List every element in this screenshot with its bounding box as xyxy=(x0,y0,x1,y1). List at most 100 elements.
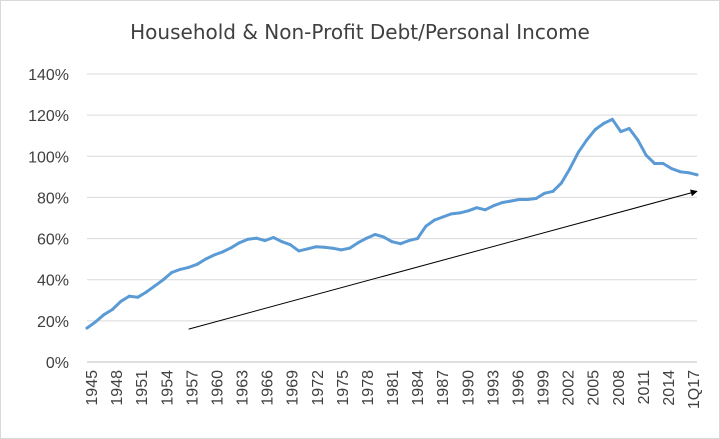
data-point xyxy=(543,191,546,195)
data-point xyxy=(602,121,606,125)
data-point xyxy=(178,267,182,271)
y-tick-label: 140% xyxy=(28,67,69,84)
x-tick-label: 1972 xyxy=(310,370,327,406)
data-point xyxy=(670,167,674,171)
data-point xyxy=(93,320,97,324)
data-point xyxy=(119,299,123,303)
x-tick-label: 1954 xyxy=(159,370,176,406)
data-point xyxy=(695,173,699,177)
data-point xyxy=(263,239,267,243)
x-tick-label: 1993 xyxy=(485,370,502,406)
data-point xyxy=(492,204,496,208)
x-tick-label: 1Q17 xyxy=(686,370,703,409)
x-tick-label: 1981 xyxy=(385,370,402,406)
data-point xyxy=(246,237,250,241)
x-tick-label: 1984 xyxy=(410,370,427,406)
x-tick-label: 1963 xyxy=(235,370,252,406)
chart-title: Household & Non-Profit Debt/Personal Inc… xyxy=(130,20,590,44)
data-point xyxy=(221,250,225,254)
grid-lines xyxy=(87,73,697,322)
x-tick-label: 2011 xyxy=(636,370,653,405)
data-point xyxy=(483,208,487,212)
x-tick-label: 1975 xyxy=(335,370,352,406)
x-tick-label: 2005 xyxy=(586,370,603,406)
data-point xyxy=(322,245,326,249)
data-point xyxy=(551,189,555,193)
data-point xyxy=(136,295,140,299)
data-point xyxy=(653,161,657,165)
data-point xyxy=(229,246,233,250)
x-tick-label: 2014 xyxy=(661,370,678,406)
data-point xyxy=(305,247,309,251)
data-point xyxy=(526,197,530,201)
data-point xyxy=(568,167,572,171)
series-layer xyxy=(85,117,699,330)
data-point xyxy=(212,253,216,257)
data-point xyxy=(127,294,131,298)
x-tick-label: 1990 xyxy=(460,370,477,406)
data-point xyxy=(398,242,402,246)
data-point xyxy=(415,237,419,241)
data-point xyxy=(195,262,199,266)
data-point xyxy=(517,197,521,201)
data-point xyxy=(678,170,682,174)
data-point xyxy=(585,138,589,142)
data-point xyxy=(297,249,301,253)
x-tick-label: 1948 xyxy=(109,370,126,406)
y-axis-ticks: 0% 20% 40% 60% 80% 100% 120% 140% xyxy=(28,67,69,372)
data-point xyxy=(110,308,114,312)
data-point xyxy=(288,243,292,247)
data-point xyxy=(85,326,89,330)
data-point xyxy=(449,212,453,216)
y-tick-label: 60% xyxy=(37,232,69,249)
data-point xyxy=(636,138,640,142)
data-point xyxy=(661,161,665,165)
y-tick-label: 40% xyxy=(37,273,69,290)
data-point xyxy=(144,290,148,294)
data-point xyxy=(559,181,563,185)
data-point xyxy=(314,245,318,249)
data-point xyxy=(475,206,479,210)
data-point xyxy=(102,313,106,317)
data-point xyxy=(348,246,352,250)
data-point xyxy=(432,218,436,222)
x-tick-label: 1999 xyxy=(536,370,553,406)
y-tick-label: 120% xyxy=(28,108,69,125)
data-point xyxy=(509,199,513,203)
data-point xyxy=(280,240,284,244)
data-point xyxy=(339,248,343,252)
data-point xyxy=(458,211,462,215)
data-point xyxy=(390,240,394,244)
y-tick-label: 20% xyxy=(37,314,69,331)
data-point xyxy=(619,130,623,134)
series-line xyxy=(85,117,699,330)
data-point xyxy=(610,117,614,121)
data-point xyxy=(407,239,411,243)
data-point xyxy=(576,150,580,154)
data-point xyxy=(500,201,504,205)
data-point xyxy=(644,153,648,157)
x-tick-label: 1996 xyxy=(510,370,527,406)
x-tick-label: 2002 xyxy=(561,370,578,406)
data-point xyxy=(204,257,208,261)
data-point xyxy=(365,236,369,240)
data-point xyxy=(373,232,377,236)
x-tick-label: 1969 xyxy=(285,370,302,406)
data-point xyxy=(170,271,174,275)
data-point xyxy=(534,196,538,200)
data-point xyxy=(627,127,631,131)
data-point xyxy=(441,215,445,219)
data-point xyxy=(382,235,386,239)
x-tick-label: 2008 xyxy=(611,370,628,406)
x-tick-label: 1945 xyxy=(84,370,101,406)
data-point xyxy=(593,128,597,132)
data-point xyxy=(161,278,165,282)
x-tick-label: 1960 xyxy=(209,370,226,406)
data-point xyxy=(424,224,428,228)
x-tick-label: 1966 xyxy=(260,370,277,406)
data-point xyxy=(187,265,191,269)
y-tick-label: 0% xyxy=(46,355,69,372)
x-axis-ticks: 1945 1948 1951 1954 1957 1960 1963 1966 1969 1972… xyxy=(84,370,703,409)
